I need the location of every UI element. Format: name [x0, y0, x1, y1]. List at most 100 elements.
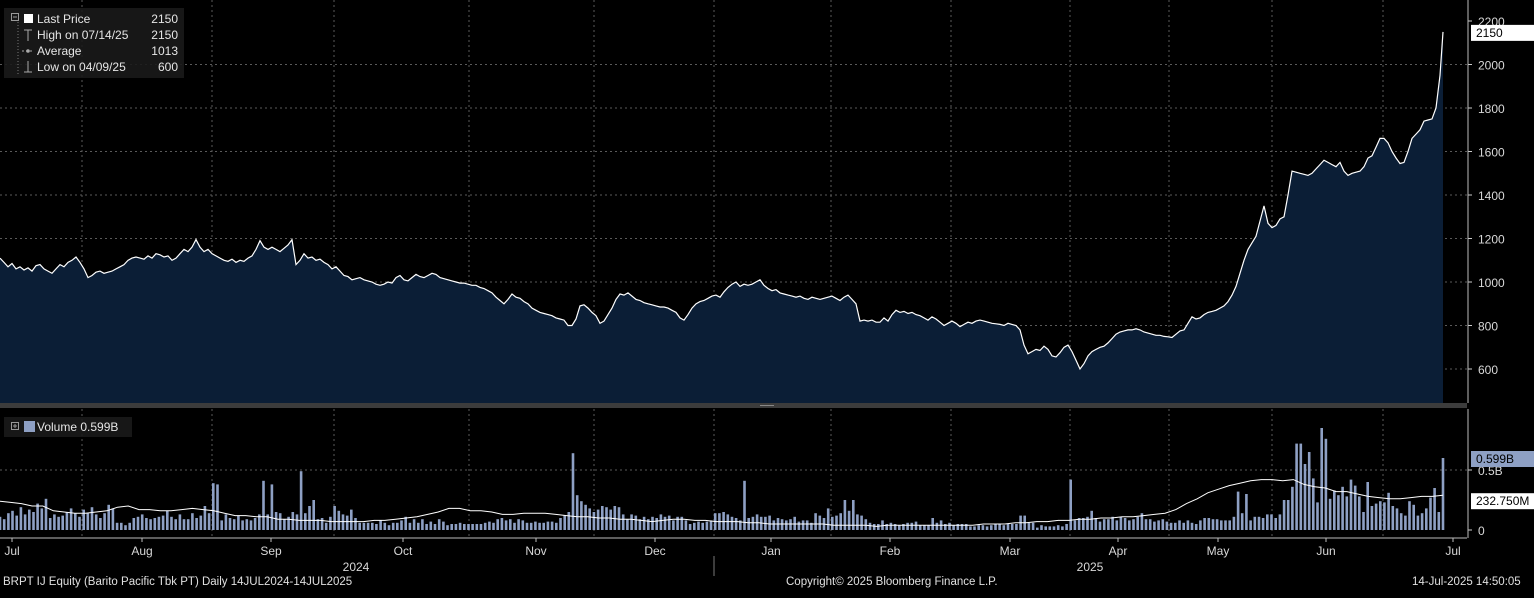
- collapse-icon[interactable]: [11, 13, 23, 25]
- volume-bar: [1441, 458, 1445, 530]
- volume-bar: [258, 514, 261, 530]
- volume-bar: [521, 520, 525, 530]
- volume-bar: [53, 514, 56, 530]
- price-area-fill: [0, 31, 1443, 404]
- volume-bar: [1161, 519, 1165, 530]
- volume-bar: [1203, 518, 1206, 530]
- volume-bar: [588, 508, 591, 530]
- volume-bar: [1249, 520, 1252, 530]
- volume-bar: [1387, 492, 1390, 530]
- volume-bar: [241, 520, 244, 530]
- volume-bar: [391, 522, 395, 530]
- volume-bar: [86, 513, 90, 530]
- volume-bar: [1270, 514, 1273, 530]
- volume-bar: [684, 520, 688, 530]
- volume-bar: [1194, 524, 1198, 530]
- volume-bar: [153, 518, 157, 530]
- volume-bar: [1399, 513, 1403, 530]
- volume-bar: [647, 519, 650, 530]
- volume-bar: [140, 514, 144, 530]
- volume-bar: [1353, 485, 1357, 530]
- legend-value: 1013: [151, 44, 178, 58]
- volume-bar: [170, 516, 173, 530]
- legend-high: High on 07/14/25 2150: [4, 27, 184, 43]
- volume-bar: [705, 521, 709, 530]
- volume-bar: [132, 518, 136, 530]
- x-tick-label: Nov: [525, 544, 546, 558]
- volume-bar: [358, 522, 361, 530]
- volume-bar: [111, 508, 115, 530]
- volume-bar: [927, 525, 930, 530]
- x-tick-label: Sep: [260, 544, 282, 558]
- volume-bar: [667, 515, 671, 530]
- volume-bar: [1299, 443, 1303, 530]
- volume-bar: [82, 509, 85, 530]
- volume-bar: [366, 522, 370, 530]
- volume-bar: [613, 506, 617, 530]
- volume-bar: [178, 514, 182, 530]
- volume-bar: [1358, 496, 1361, 530]
- x-tick-label: Jun: [1316, 544, 1335, 558]
- volume-bar: [161, 515, 165, 530]
- volume-bar: [638, 519, 642, 530]
- volume-bar: [471, 524, 474, 530]
- volume-bar: [442, 521, 445, 530]
- volume-bar: [768, 515, 771, 530]
- volume-bar: [99, 518, 102, 530]
- moving-average-tag-label: 232.750M: [1476, 494, 1529, 508]
- price-y-tick-label: 600: [1478, 363, 1498, 377]
- volume-bar: [324, 522, 328, 530]
- volume-bar: [906, 522, 909, 530]
- volume-bar: [245, 519, 249, 530]
- volume-bar: [23, 514, 27, 530]
- volume-bar: [1370, 506, 1374, 530]
- legend-label: Low on 04/09/25: [37, 60, 126, 74]
- volume-bar: [655, 518, 658, 530]
- volume-bar: [956, 524, 960, 530]
- volume-bar: [885, 524, 888, 530]
- volume-bar: [387, 525, 391, 530]
- volume-bar: [680, 516, 684, 530]
- volume-bar: [755, 514, 759, 530]
- volume-bar: [575, 495, 579, 530]
- moving-average-tag-bg: [1471, 493, 1534, 510]
- volume-bar: [605, 507, 608, 530]
- volume-bar: [1266, 514, 1269, 530]
- volume-bar: [709, 520, 713, 530]
- volume-bar: [1328, 498, 1332, 530]
- volume-bar: [977, 525, 980, 530]
- price-y-tick-label: 1000: [1478, 276, 1505, 290]
- volume-bar: [408, 522, 412, 530]
- legend-value: 600: [157, 60, 178, 74]
- volume-bar: [580, 501, 583, 530]
- volume-bar: [345, 515, 349, 530]
- x-tick-label: Jul: [4, 544, 19, 558]
- volume-bar: [421, 519, 424, 530]
- volume-bar: [1119, 516, 1123, 530]
- volume-bar: [1261, 518, 1265, 530]
- volume-bar: [814, 513, 817, 530]
- volume-bar: [793, 516, 796, 530]
- volume-bar: [1366, 482, 1369, 530]
- volume-y-tick-label: 0: [1478, 524, 1485, 538]
- volume-bar: [1429, 497, 1432, 530]
- volume-bar: [479, 524, 483, 530]
- volume-bar: [789, 519, 792, 530]
- volume-bar: [893, 524, 897, 530]
- volume-bar: [1169, 522, 1173, 530]
- volume-bar: [412, 519, 416, 530]
- price-line: [0, 31, 1444, 371]
- volume-bar: [1286, 500, 1290, 530]
- volume-bar: [952, 525, 955, 530]
- volume-bar: [860, 515, 863, 530]
- volume-bar: [500, 518, 504, 530]
- legend-low: Low on 04/09/25 600: [4, 59, 184, 75]
- moving-average-tag: 232.750M: [1471, 493, 1534, 510]
- volume-bar: [496, 519, 499, 530]
- volume-y-tick-label: 0.5B: [1478, 464, 1503, 478]
- expand-icon[interactable]: [11, 422, 20, 431]
- volume-bar: [525, 522, 529, 530]
- volume-bar: [584, 504, 587, 530]
- volume-bar: [291, 512, 295, 530]
- volume-bar: [529, 522, 533, 530]
